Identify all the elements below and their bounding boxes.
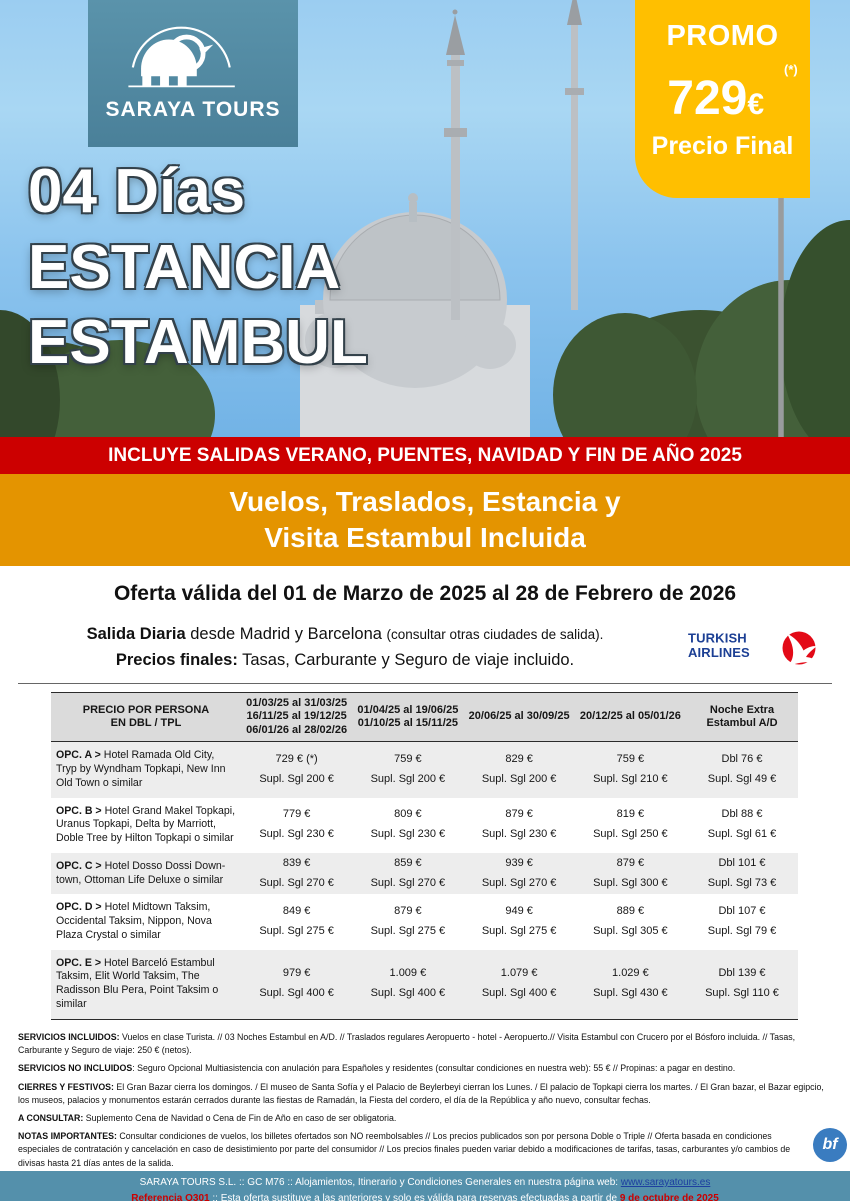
svg-text:AIRLINES: AIRLINES	[688, 645, 750, 660]
svg-text:TURKISH: TURKISH	[688, 631, 747, 646]
